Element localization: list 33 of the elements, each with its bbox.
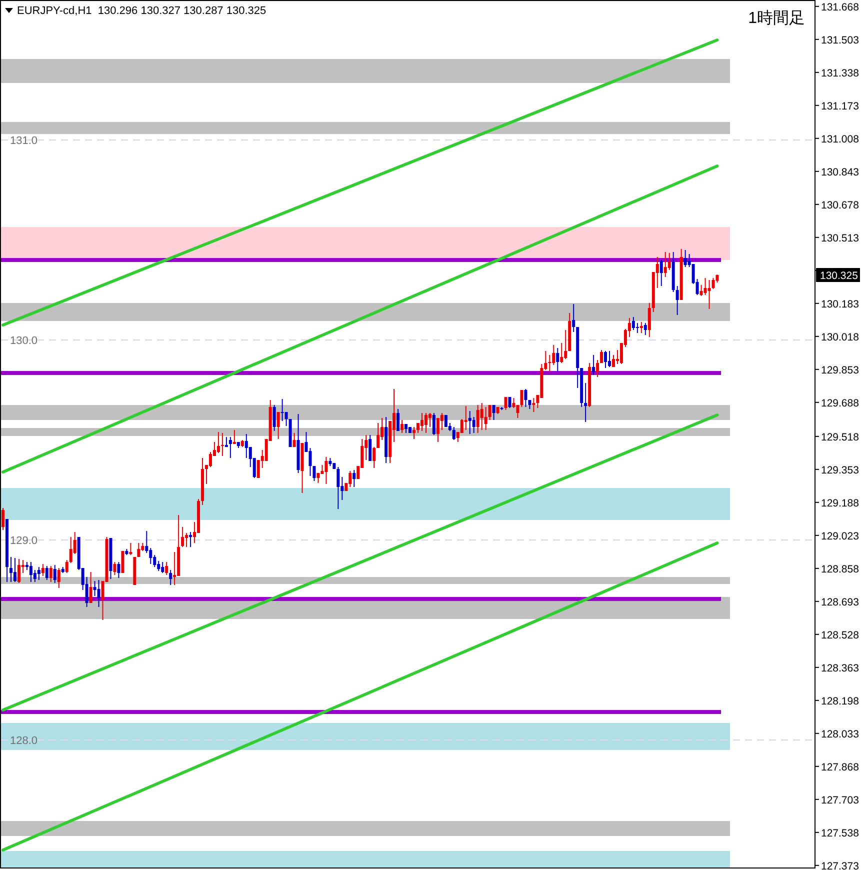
y-tick-label: 129.688	[821, 397, 860, 410]
y-tick-label: 130.678	[821, 199, 860, 212]
ref-line-label: 131.0	[10, 135, 38, 147]
annotation: 1時間足	[748, 9, 805, 27]
annotation: 130.325	[820, 270, 858, 282]
ref-line-label: 129.0	[10, 535, 38, 547]
y-tick-label: 131.338	[821, 67, 860, 80]
y-tick-label: 131.008	[821, 133, 860, 146]
y-tick-label: 129.353	[821, 464, 860, 476]
y-tick-label: 127.703	[821, 794, 860, 806]
y-tick-label: 128.363	[821, 662, 860, 674]
y-tick-label: 127.868	[821, 761, 860, 774]
y-tick-label: 130.018	[821, 331, 860, 344]
y-tick-label: 128.858	[821, 563, 860, 576]
y-tick-label: 129.853	[821, 364, 860, 376]
y-tick-label: 128.693	[821, 596, 860, 608]
y-tick-label: 127.373	[821, 860, 860, 870]
y-tick-label: 129.188	[821, 497, 860, 510]
y-tick-label: 130.843	[821, 166, 860, 178]
y-tick-label: 130.513	[821, 232, 860, 244]
y-tick-label: 131.503	[821, 34, 860, 46]
y-tick-label: 127.538	[821, 827, 860, 840]
y-tick-label: 128.198	[821, 695, 860, 708]
y-tick-label: 130.183	[821, 298, 860, 310]
ref-line-label: 128.0	[10, 735, 38, 747]
y-tick-label: 131.668	[821, 1, 860, 14]
chart-title: EURJPY-cd,H1 130.296 130.327 130.287 130.325	[17, 5, 266, 17]
y-tick-label: 129.023	[821, 530, 860, 542]
y-tick-label: 128.528	[821, 629, 860, 642]
y-tick-label: 129.518	[821, 431, 860, 444]
y-tick-label: 128.033	[821, 728, 860, 740]
ref-line-label: 130.0	[10, 335, 38, 347]
y-tick-label: 131.173	[821, 100, 860, 112]
